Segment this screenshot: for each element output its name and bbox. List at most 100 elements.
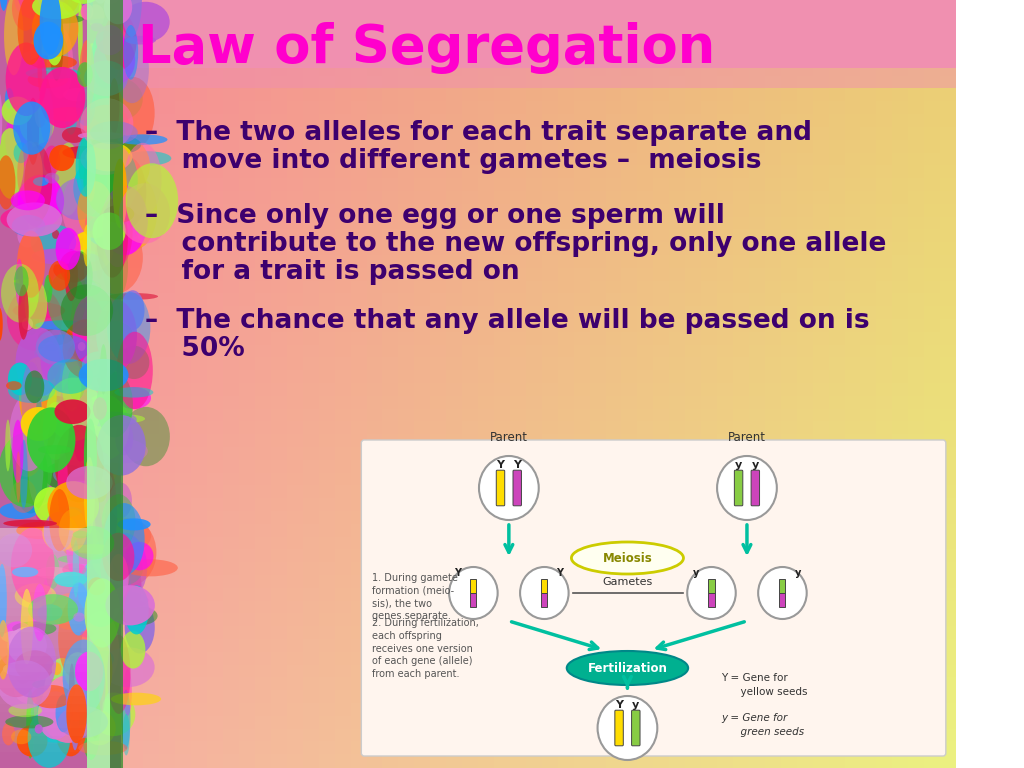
Bar [0, 242, 16, 256]
Bar [558, 332, 574, 346]
Bar [430, 88, 447, 102]
Ellipse shape [80, 301, 124, 310]
Bar [398, 588, 416, 601]
Bar [16, 204, 33, 217]
Ellipse shape [48, 260, 70, 291]
Bar [781, 153, 798, 167]
Bar [542, 396, 559, 409]
Bar [797, 652, 814, 666]
Bar [860, 664, 878, 678]
Bar [637, 370, 654, 384]
Bar [828, 306, 846, 320]
Bar [558, 25, 574, 38]
Bar [573, 434, 591, 448]
Bar [462, 754, 479, 768]
Bar [749, 498, 766, 512]
Bar [255, 319, 271, 333]
Bar [877, 626, 893, 640]
Text: Parent: Parent [728, 431, 766, 444]
Bar [781, 409, 798, 422]
Bar [0, 720, 87, 728]
Bar [462, 729, 479, 743]
Bar [765, 76, 781, 90]
Ellipse shape [57, 554, 114, 564]
Ellipse shape [79, 740, 127, 755]
Bar [558, 498, 574, 512]
Bar [845, 588, 861, 601]
Bar [670, 664, 686, 678]
Bar [271, 511, 288, 525]
Bar [271, 153, 288, 167]
Bar [415, 575, 431, 589]
Bar [303, 255, 319, 269]
Bar [382, 472, 399, 486]
Bar [701, 537, 718, 551]
Bar [813, 25, 829, 38]
Ellipse shape [76, 137, 96, 197]
Bar [860, 690, 878, 704]
Bar [143, 50, 161, 64]
Bar [733, 396, 750, 409]
Bar [510, 754, 526, 768]
Bar [877, 664, 893, 678]
Bar [685, 614, 702, 627]
Bar [48, 460, 65, 474]
Bar [733, 345, 750, 359]
Bar [590, 25, 606, 38]
Bar [127, 319, 144, 333]
Text: for a trait is passed on: for a trait is passed on [144, 259, 519, 285]
Ellipse shape [0, 502, 39, 519]
Bar [255, 204, 271, 217]
Bar [478, 357, 495, 371]
Bar [160, 447, 176, 461]
Bar [749, 306, 766, 320]
Bar [781, 255, 798, 269]
Bar [590, 460, 606, 474]
Bar [542, 639, 559, 653]
Bar [940, 652, 957, 666]
Bar [0, 127, 16, 141]
Bar [350, 396, 368, 409]
Bar [367, 460, 383, 474]
Bar [542, 703, 559, 717]
Bar [127, 498, 144, 512]
Bar [637, 562, 654, 576]
Bar [558, 626, 574, 640]
Bar [446, 50, 463, 64]
Bar [462, 319, 479, 333]
Bar [80, 63, 96, 77]
Bar [828, 472, 846, 486]
Bar [223, 511, 240, 525]
Ellipse shape [44, 658, 80, 733]
Bar [415, 549, 431, 563]
Bar [303, 434, 319, 448]
Bar [685, 562, 702, 576]
Bar [733, 601, 750, 614]
Bar [940, 88, 957, 102]
Bar [573, 588, 591, 601]
Bar [717, 50, 734, 64]
Bar [48, 524, 65, 538]
Ellipse shape [53, 465, 86, 485]
Bar [653, 677, 670, 691]
Bar [573, 537, 591, 551]
Bar [255, 63, 271, 77]
Bar [430, 63, 447, 77]
Bar [670, 242, 686, 256]
Bar [717, 447, 734, 461]
Ellipse shape [16, 521, 68, 539]
Bar [0, 616, 87, 624]
Bar [828, 537, 846, 551]
Bar [112, 38, 128, 51]
Bar [398, 677, 416, 691]
Bar [542, 447, 559, 461]
Bar [318, 178, 336, 192]
Bar [398, 485, 416, 499]
Bar [701, 703, 718, 717]
Bar [749, 345, 766, 359]
Bar [143, 345, 161, 359]
Bar [494, 741, 511, 755]
Bar [0, 716, 16, 730]
Bar [382, 0, 399, 13]
Bar [191, 639, 208, 653]
